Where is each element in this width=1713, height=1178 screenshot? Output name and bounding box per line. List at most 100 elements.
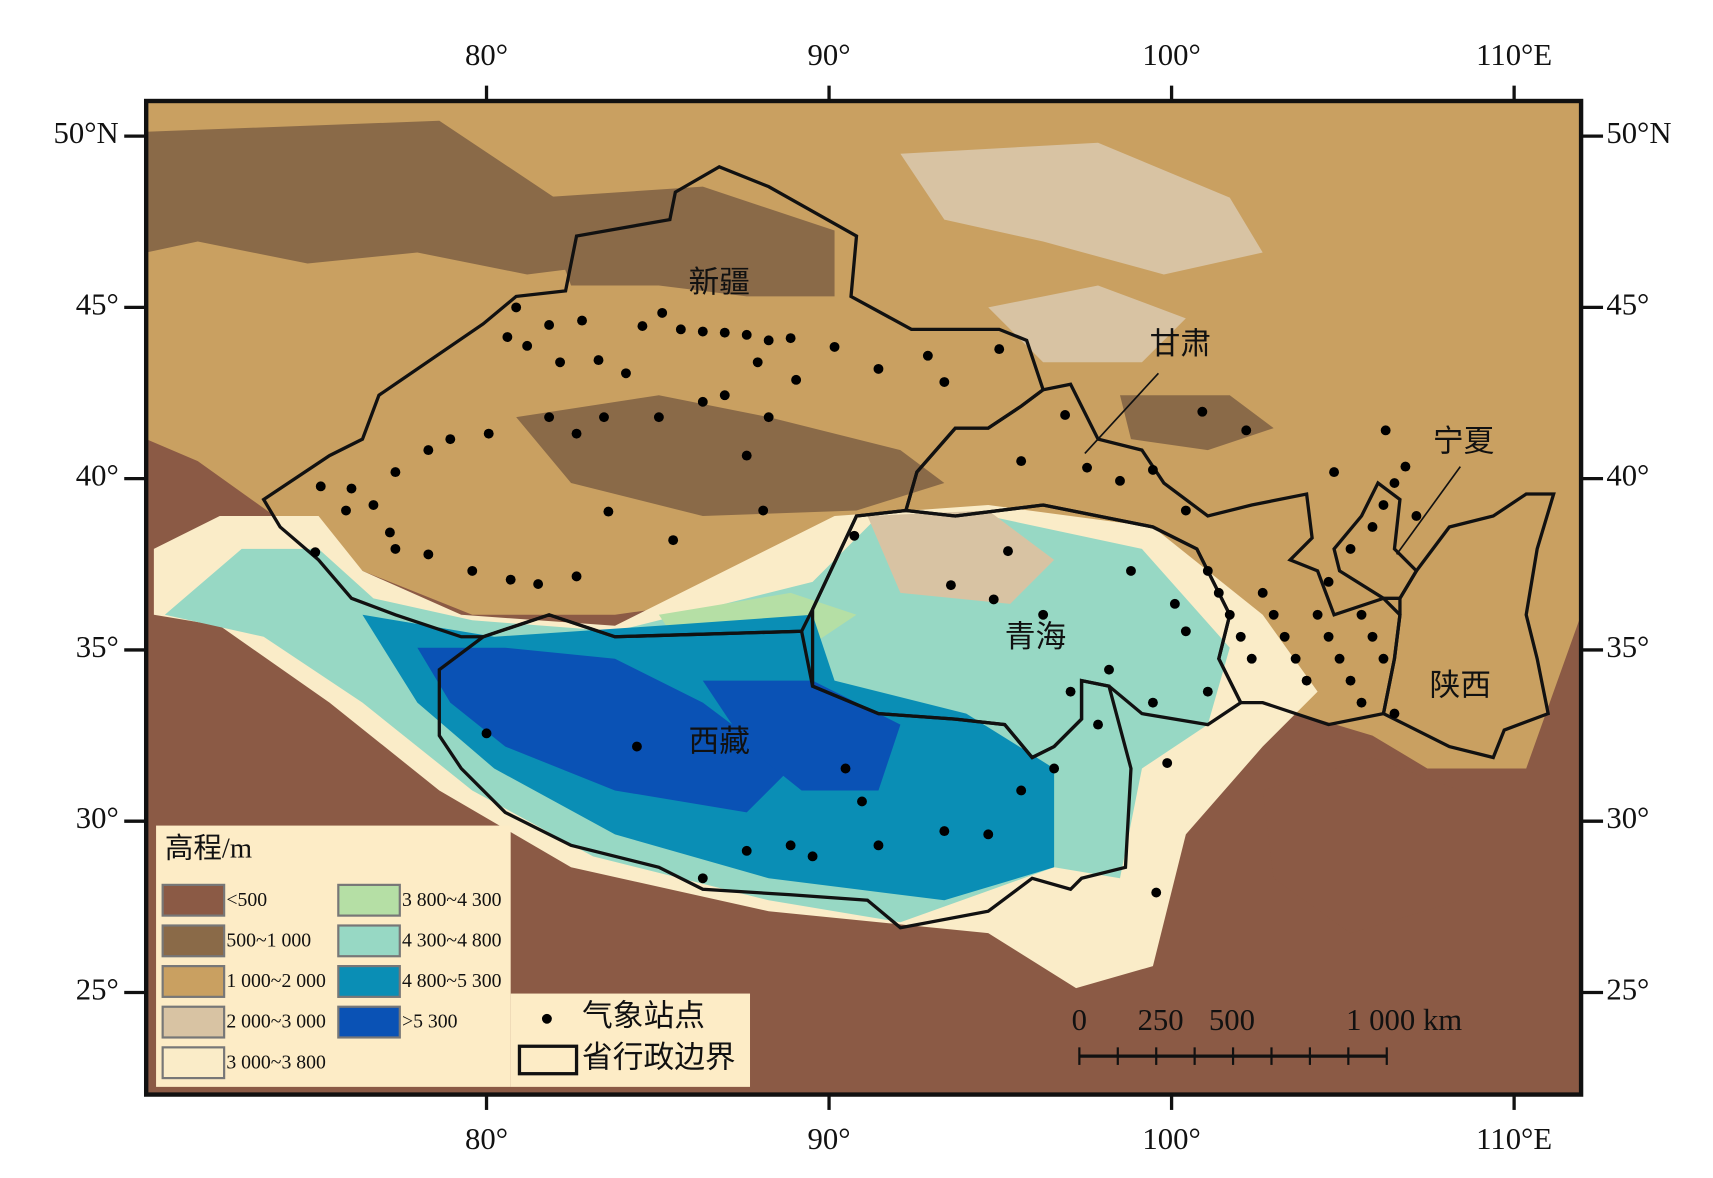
scale-label: 0: [1072, 1003, 1087, 1037]
province-label: 陕西: [1430, 668, 1491, 702]
station: [390, 543, 401, 554]
scale-label: 500: [1209, 1003, 1255, 1037]
station: [763, 412, 774, 423]
station: [555, 357, 566, 368]
map-frame: [143, 98, 1584, 1097]
lat-label: 45°: [1606, 287, 1649, 321]
station: [1038, 609, 1049, 620]
terrain-zone: [538, 186, 835, 297]
lon-label: 90°: [808, 1122, 851, 1156]
legend-boundary: [517, 1044, 579, 1076]
station: [502, 332, 513, 342]
station: [423, 549, 434, 560]
lat-label: 45°: [76, 287, 119, 321]
station: [697, 326, 708, 337]
station: [939, 377, 950, 387]
station: [939, 826, 950, 837]
boundary: [903, 382, 1402, 727]
legend-swatch: [337, 924, 401, 958]
station: [697, 873, 708, 884]
station: [544, 320, 555, 330]
station: [1126, 565, 1136, 576]
legend-swatch: [161, 924, 226, 958]
terrain-zone: [1262, 757, 1461, 934]
leader-line: [1084, 372, 1160, 454]
station: [423, 445, 434, 456]
station: [1389, 478, 1400, 488]
station: [922, 350, 933, 361]
province-label: 青海: [1005, 620, 1066, 654]
station: [1290, 653, 1301, 664]
station: [577, 315, 587, 326]
station: [1115, 475, 1125, 486]
lon-label: 110°E: [1476, 1122, 1552, 1156]
leader-line: [1395, 466, 1461, 555]
legend-swatch: [161, 965, 226, 998]
station: [1367, 631, 1378, 642]
labels: 80° 80° 90° 90° 100° 100° 110°E 110°E 25° 25° 30° 3…: [54, 38, 1672, 1156]
station: [1345, 543, 1356, 554]
province-label: 宁夏: [1433, 425, 1494, 459]
station: [505, 574, 516, 585]
station: [1016, 785, 1027, 796]
station: [785, 333, 796, 344]
station: [1197, 406, 1208, 417]
station: [1093, 719, 1103, 730]
station: [988, 594, 999, 605]
station: [599, 412, 609, 423]
station: [719, 327, 730, 338]
terrain-zone: [988, 285, 1186, 363]
province-label: 甘肃: [1150, 327, 1211, 361]
station: [758, 505, 769, 516]
station: [1169, 598, 1180, 609]
station: [481, 728, 492, 739]
legend-label: <500: [226, 889, 267, 911]
station: [571, 428, 582, 439]
legend-label: 500~1 000: [226, 929, 311, 951]
legend-label: 省行政边界: [582, 1041, 736, 1075]
lon-label: 80°: [465, 38, 508, 72]
station: [1378, 653, 1389, 664]
station: [1151, 887, 1162, 898]
station: [1241, 425, 1252, 436]
station: [511, 302, 522, 313]
station: [807, 851, 818, 862]
lat-label: 50°N: [54, 116, 119, 150]
station: [1279, 631, 1290, 642]
station: [315, 481, 326, 492]
station: [657, 307, 668, 318]
station: [1065, 686, 1076, 697]
terrain-zone: [900, 142, 1263, 275]
station: [1003, 546, 1013, 557]
station: [668, 535, 679, 546]
station: [1380, 425, 1391, 436]
lat-label: 25°: [76, 973, 119, 1007]
province-label: 新疆: [689, 265, 750, 299]
station: [791, 374, 802, 385]
station: [1049, 763, 1060, 774]
station: [1213, 587, 1224, 598]
station: [533, 579, 544, 589]
station: [1334, 653, 1345, 664]
station: [1246, 653, 1257, 664]
station: [390, 467, 401, 478]
boundary: [1381, 492, 1556, 760]
legend-swatch: [337, 1005, 401, 1039]
station: [483, 428, 494, 439]
station: [1323, 631, 1334, 642]
station: [544, 412, 555, 423]
station: [741, 845, 752, 856]
lat-label: 35°: [76, 630, 119, 664]
station: [675, 324, 686, 335]
station: [763, 335, 774, 346]
lon-label: 100°: [1142, 1122, 1200, 1156]
lon-label: 100°: [1142, 38, 1200, 72]
legend-title: 高程/m: [165, 832, 252, 864]
station: [603, 506, 614, 517]
legend-label: 4 300~4 800: [402, 929, 502, 951]
stations: [310, 302, 1422, 898]
station: [346, 483, 357, 494]
station: [873, 840, 884, 851]
legend-swatch: [161, 883, 226, 917]
station: [741, 450, 752, 461]
